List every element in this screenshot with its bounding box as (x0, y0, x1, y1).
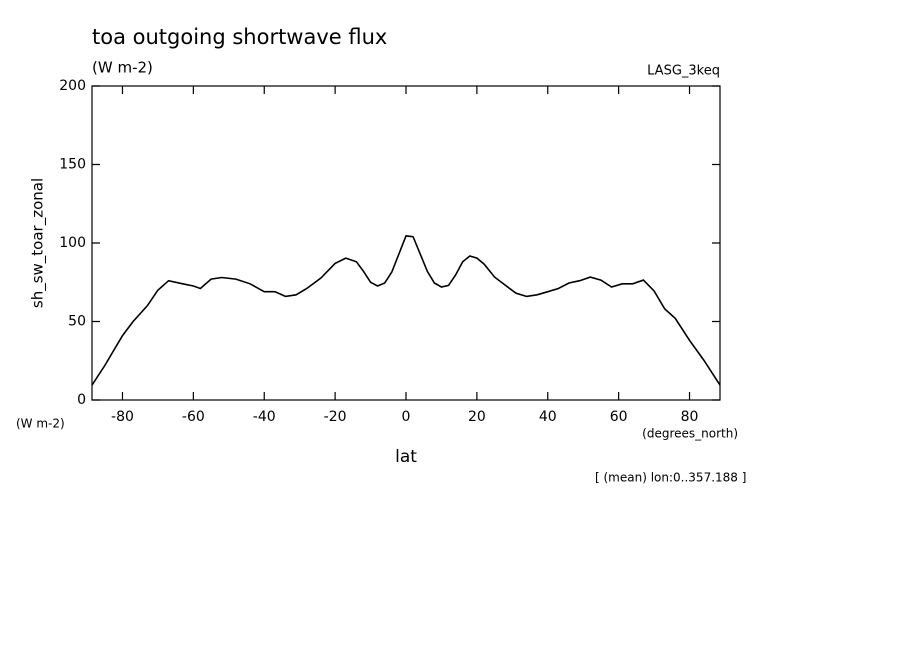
x-tick-label: 40 (539, 409, 557, 425)
y-units: (W m-2) (16, 417, 65, 431)
footnote: [ (mean) lon:0..357.188 ] (595, 471, 746, 485)
chart-title: toa outgoing shortwave flux (92, 25, 387, 49)
y-tick-label: 200 (59, 78, 86, 94)
y-axis-label: sh_sw_toar_zonal (29, 178, 48, 308)
x-axis-label: lat (395, 447, 417, 467)
data-line (91, 235, 721, 386)
x-tick-label: 20 (468, 409, 486, 425)
y-tick-label: 50 (68, 314, 86, 330)
x-tick-label: 80 (681, 409, 699, 425)
plot-frame (91, 85, 721, 401)
y-tick-label: 0 (77, 392, 86, 408)
y-tick-label: 100 (59, 235, 86, 251)
x-tick-label: -60 (182, 409, 205, 425)
x-tick-label: -40 (253, 409, 276, 425)
x-units: (degrees_north) (642, 427, 738, 441)
x-tick-label: -80 (111, 409, 134, 425)
chart-subtitle: (W m-2) (92, 59, 153, 77)
x-tick-label: -20 (324, 409, 347, 425)
x-tick-label: 0 (402, 409, 411, 425)
x-tick-label: 60 (610, 409, 628, 425)
annotation: LASG_3keq (647, 64, 720, 79)
y-tick-label: 150 (59, 157, 86, 173)
